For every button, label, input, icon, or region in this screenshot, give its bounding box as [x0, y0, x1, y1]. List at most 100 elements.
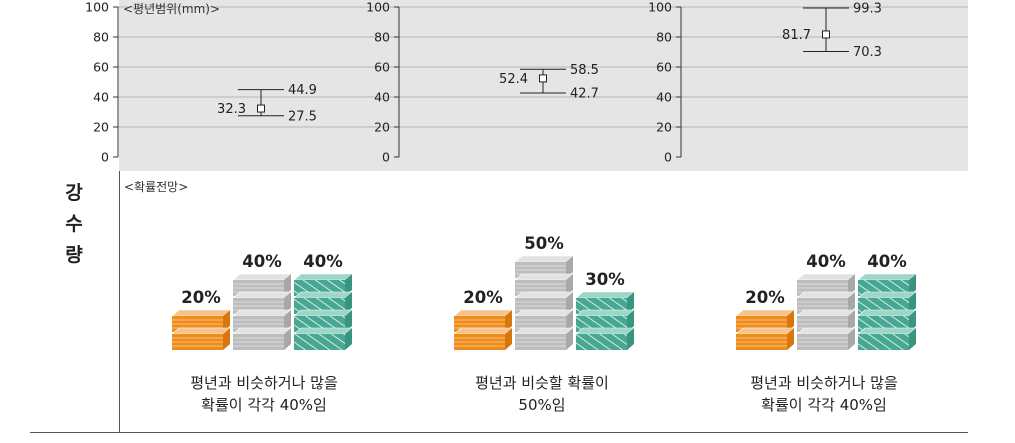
range-lower-label: 42.7 [570, 86, 599, 101]
caption-2: 평년과 비슷할 확률이 50%임 [475, 374, 609, 414]
section-label-char-1: 강 [65, 182, 83, 204]
below-block-side [223, 310, 230, 332]
y-tick-label: 60 [93, 60, 109, 75]
above-block-side [345, 310, 352, 332]
above-block-top [575, 327, 635, 335]
range-lower-label: 70.3 [853, 45, 882, 60]
normal-block-side [284, 310, 291, 332]
above-block-top [293, 291, 353, 299]
above-block-top [857, 309, 917, 317]
caption-1: 평년과 비슷하거나 많을 확률이 각각 40%임 [190, 374, 338, 414]
normal-block-top [232, 327, 292, 335]
normal-block-side [284, 274, 291, 296]
normal-block-top [796, 309, 856, 317]
range-upper-label: 58.5 [570, 63, 599, 78]
normal-block-side [848, 274, 855, 296]
above-block-top [857, 291, 917, 299]
y-tick-label: 60 [374, 60, 390, 75]
normal-block-top [796, 291, 856, 299]
normal-block-side [566, 292, 573, 314]
below-block-top [171, 327, 231, 335]
normal-block-top [796, 327, 856, 335]
below-block-top [453, 327, 513, 335]
above-block-top [857, 273, 917, 281]
above-block-side [345, 292, 352, 314]
above-block-top [293, 327, 353, 335]
y-tick-label: 100 [366, 0, 390, 15]
range-center-label: 52.4 [499, 72, 528, 87]
range-center-label: 32.3 [217, 102, 246, 117]
above-block-side [909, 274, 916, 296]
normal-block-side [848, 292, 855, 314]
above-block-top [575, 309, 635, 317]
above-block-side [627, 292, 634, 314]
normal-block-top [514, 255, 574, 263]
below-block-top [735, 327, 795, 335]
y-tick-label: 100 [85, 0, 109, 15]
normal-block-side [284, 328, 291, 350]
caption-3: 평년과 비슷하거나 많을 확률이 각각 40%임 [750, 374, 898, 414]
above-probability-label: 40% [303, 252, 343, 271]
normal-block-side [566, 310, 573, 332]
normal-block-top [796, 273, 856, 281]
range-center-label: 81.7 [782, 28, 811, 43]
below-block-top [171, 309, 231, 317]
above-block-side [627, 310, 634, 332]
range-center-marker [257, 104, 265, 113]
y-tick-label: 40 [93, 90, 109, 105]
above-block-side [345, 274, 352, 296]
y-tick-label: 0 [664, 150, 672, 165]
normal-block-top [232, 309, 292, 317]
below-block-side [787, 310, 794, 332]
normal-block-side [284, 292, 291, 314]
normal-block-top [514, 273, 574, 281]
below-probability-label: 20% [463, 288, 503, 307]
normal-block-side [848, 310, 855, 332]
above-block-front [858, 334, 909, 350]
y-tick-label: 20 [93, 120, 109, 135]
normal-block-side [566, 274, 573, 296]
y-tick-label: 20 [656, 120, 672, 135]
normal-block-side [566, 328, 573, 350]
normal-block-top [514, 327, 574, 335]
y-tick-label: 80 [93, 30, 109, 45]
normal-probability-label: 40% [806, 252, 846, 271]
normal-block-top [514, 291, 574, 299]
below-block-top [453, 309, 513, 317]
range-lower-label: 27.5 [288, 109, 317, 124]
above-block-front [576, 334, 627, 350]
y-tick-label: 80 [374, 30, 390, 45]
below-probability-label: 20% [745, 288, 785, 307]
above-block-side [345, 328, 352, 350]
y-tick-label: 40 [656, 90, 672, 105]
normal-block-top [232, 291, 292, 299]
normal-block-top [232, 273, 292, 281]
section-label-char-3: 량 [65, 244, 83, 266]
above-block-side [909, 292, 916, 314]
y-tick-label: 100 [648, 0, 672, 15]
above-block-side [909, 328, 916, 350]
range-center-marker [822, 30, 830, 39]
normal-block-side [848, 328, 855, 350]
above-probability-label: 30% [585, 270, 625, 289]
above-block-side [909, 310, 916, 332]
above-block-top [857, 327, 917, 335]
y-tick-label: 0 [101, 150, 109, 165]
above-block-top [293, 273, 353, 281]
range-panel-label: <평년범위(mm)> [123, 2, 220, 16]
y-tick-label: 80 [656, 30, 672, 45]
normal-block-top [514, 309, 574, 317]
above-probability-label: 40% [867, 252, 907, 271]
normal-probability-label: 50% [524, 234, 564, 253]
below-probability-label: 20% [181, 288, 221, 307]
below-block-side [505, 328, 512, 350]
y-tick-label: 60 [656, 60, 672, 75]
above-block-top [575, 291, 635, 299]
y-tick-label: 40 [374, 90, 390, 105]
below-block-side [505, 310, 512, 332]
above-block-side [627, 328, 634, 350]
range-center-marker [539, 74, 547, 83]
below-block-side [223, 328, 230, 350]
range-upper-label: 99.3 [853, 2, 882, 17]
